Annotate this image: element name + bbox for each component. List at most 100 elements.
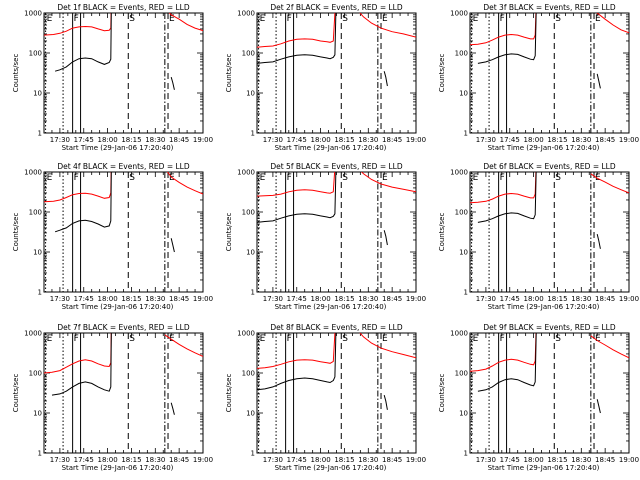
x-tick-label: 18:30 <box>571 136 591 144</box>
x-tick-label: 18:30 <box>358 456 378 464</box>
x-tick-label: 17:45 <box>287 295 307 303</box>
plot-frame <box>256 12 417 134</box>
time-marker-label: S <box>129 14 135 24</box>
x-tick-label: 18:30 <box>571 295 591 303</box>
y-tick-label: 1 <box>464 289 468 297</box>
x-tick-label: 19:00 <box>193 456 213 464</box>
x-tick-label: 18:30 <box>145 136 165 144</box>
x-tick-label: 18:45 <box>169 456 189 464</box>
time-marker-label: E <box>473 14 479 24</box>
plot-frame <box>469 332 630 454</box>
x-tick-label: 18:15 <box>121 136 141 144</box>
series-group <box>44 172 203 253</box>
series-group <box>44 333 203 415</box>
time-marker-label: F <box>74 334 79 344</box>
events-series <box>54 172 112 233</box>
y-axis-label: Counts/sec <box>438 374 446 413</box>
detector-panel: Det 4f BLACK = Events, RED = LLD 1 10 100 10… <box>12 162 213 311</box>
y-tick-label: 1 <box>38 450 42 458</box>
events-series-post <box>596 233 601 249</box>
lld-series <box>257 13 336 48</box>
y-tick-label: 100 <box>455 370 468 378</box>
x-tick-label: 18:30 <box>145 295 165 303</box>
time-marker-label: S <box>342 173 348 183</box>
lld-series <box>44 13 112 36</box>
x-tick-label: 17:45 <box>287 136 307 144</box>
y-axis-label: Counts/sec <box>438 54 446 93</box>
lld-series <box>257 172 336 197</box>
events-series <box>257 333 337 391</box>
time-marker-label: F <box>500 14 505 24</box>
events-series <box>477 333 537 392</box>
y-tick-label: 1 <box>464 130 468 138</box>
lld-series <box>470 333 537 372</box>
y-tick-label: 100 <box>242 370 255 378</box>
panel-title: Det 2f BLACK = Events, RED = LLD <box>270 3 403 12</box>
panel-title: Det 7f BLACK = Events, RED = LLD <box>57 323 190 332</box>
time-marker-label: F <box>287 334 292 344</box>
lld-series-post <box>164 334 203 357</box>
plot-frame <box>43 171 204 293</box>
lld-series <box>44 333 112 374</box>
events-series <box>477 172 537 223</box>
events-series <box>51 333 112 396</box>
x-tick-label: 18:00 <box>311 295 331 303</box>
detector-panel: Det 2f BLACK = Events, RED = LLD 1 10 100 10… <box>225 3 426 152</box>
x-tick-label: 18:00 <box>98 136 118 144</box>
y-tick-label: 10 <box>246 90 255 98</box>
series-group <box>257 333 416 410</box>
x-tick-label: 19:00 <box>193 136 213 144</box>
x-axis-label: Start Time (29-Jan-06 17:20:40) <box>62 144 174 152</box>
time-marker-label: S <box>129 334 135 344</box>
lld-series <box>470 172 537 204</box>
x-tick-label: 18:15 <box>334 136 354 144</box>
lld-series-post <box>168 13 203 32</box>
x-tick-label: 17:45 <box>500 136 520 144</box>
y-tick-label: 100 <box>242 209 255 217</box>
x-axis-label: Start Time (29-Jan-06 17:20:40) <box>62 303 174 311</box>
x-tick-label: 17:30 <box>263 136 283 144</box>
plot-frame <box>469 171 630 293</box>
x-tick-label: 17:30 <box>263 456 283 464</box>
panel-title: Det 6f BLACK = Events, RED = LLD <box>483 162 616 171</box>
x-tick-label: 17:45 <box>74 295 94 303</box>
detector-panel: Det 7f BLACK = Events, RED = LLD 1 10 100 10… <box>12 323 213 472</box>
x-tick-label: 18:30 <box>358 136 378 144</box>
y-tick-label: 10 <box>33 410 42 418</box>
series-group <box>470 13 629 89</box>
time-marker-label: E <box>382 14 388 24</box>
y-tick-label: 1000 <box>237 169 255 177</box>
time-marker-label: E <box>473 334 479 344</box>
series-group <box>470 172 629 249</box>
detector-panel: Det 1f BLACK = Events, RED = LLD 1 10 100 10… <box>12 3 213 152</box>
time-marker-label: E <box>260 173 266 183</box>
plot-frame <box>256 332 417 454</box>
time-marker-label: S <box>555 14 561 24</box>
time-marker-label: F <box>500 334 505 344</box>
time-marker-label: F <box>74 14 79 24</box>
panel-title: Det 3f BLACK = Events, RED = LLD <box>483 3 616 12</box>
events-series <box>477 13 537 64</box>
y-tick-label: 1000 <box>237 330 255 338</box>
y-tick-label: 100 <box>29 50 42 58</box>
x-tick-label: 18:30 <box>358 295 378 303</box>
time-marker-label: S <box>342 334 348 344</box>
events-series-post <box>170 238 175 253</box>
y-tick-label: 1 <box>251 450 255 458</box>
y-tick-label: 10 <box>246 410 255 418</box>
y-tick-label: 1000 <box>237 10 255 18</box>
y-tick-label: 1 <box>38 130 42 138</box>
time-marker-label: E <box>260 334 266 344</box>
x-tick-label: 18:15 <box>547 295 567 303</box>
time-marker-label: S <box>555 173 561 183</box>
y-tick-label: 1000 <box>450 169 468 177</box>
time-marker-label: S <box>555 334 561 344</box>
x-tick-label: 17:45 <box>74 456 94 464</box>
plot-frame <box>43 332 204 454</box>
lld-series-post <box>359 333 416 359</box>
time-marker-label: E <box>473 173 479 183</box>
x-axis-label: Start Time (29-Jan-06 17:20:40) <box>488 144 600 152</box>
x-tick-label: 17:45 <box>287 456 307 464</box>
lld-series-post <box>359 13 416 38</box>
x-tick-label: 19:00 <box>406 456 426 464</box>
